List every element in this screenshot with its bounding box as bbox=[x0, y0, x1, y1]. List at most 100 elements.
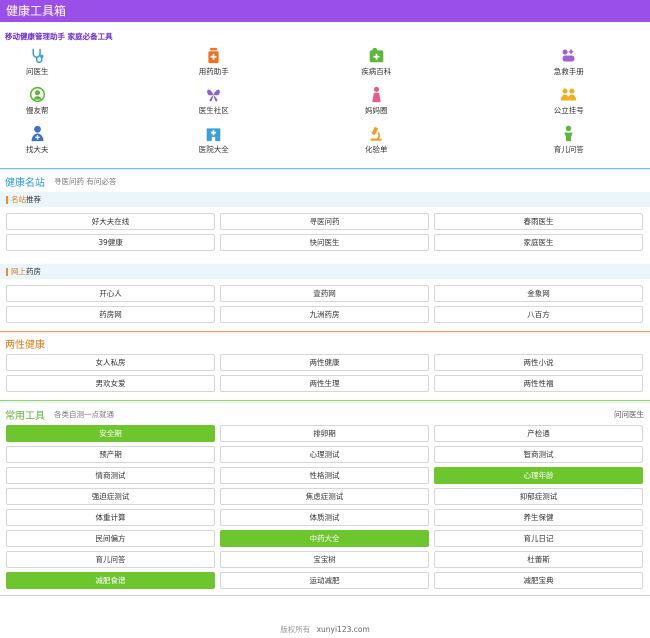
divider bbox=[0, 595, 650, 596]
hospital-icon bbox=[204, 123, 224, 143]
tool-button[interactable]: 养生保健 bbox=[434, 509, 643, 526]
copyright-text: 版权所有 bbox=[280, 625, 311, 634]
tool-button[interactable]: 产检通 bbox=[434, 425, 643, 442]
site-link-button[interactable]: 快问医生 bbox=[220, 234, 429, 251]
famous-sites-subtitle: 寻医问药 有问必答 bbox=[54, 176, 117, 186]
site-link-button[interactable]: 39健康 bbox=[6, 234, 215, 251]
stethoscope-icon bbox=[27, 45, 47, 65]
footer: 版权所有 xunyi123.com bbox=[0, 624, 650, 635]
common-tools-header: 常用工具 各类自测一点就通 问问医生 bbox=[0, 403, 650, 425]
child-icon bbox=[559, 123, 579, 143]
tool-button[interactable]: 中药大全 bbox=[220, 530, 429, 547]
tool-icon-item[interactable]: 疾病百科 bbox=[265, 45, 488, 84]
tool-button[interactable]: 排卵期 bbox=[220, 425, 429, 442]
tool-button[interactable]: 宝宝树 bbox=[220, 551, 429, 568]
book-medical-icon bbox=[366, 45, 386, 65]
tool-button[interactable]: 杜蕾斯 bbox=[434, 551, 643, 568]
gender-health-grid: 女人私房 两性健康 两性小说男欢女爱 两性生理 两性性福 bbox=[0, 354, 650, 392]
tool-button[interactable]: 心理年龄 bbox=[434, 467, 643, 484]
tool-icon-item[interactable]: 找大夫 bbox=[0, 123, 163, 162]
subheader-suffix: 药房 bbox=[26, 267, 41, 276]
microscope-icon bbox=[366, 123, 386, 143]
tool-button[interactable]: 性格测试 bbox=[220, 467, 429, 484]
famous-sites-header: 健康名站 寻医问药 有问必答 bbox=[0, 170, 650, 192]
tool-icon-item[interactable]: 医生社区 bbox=[103, 84, 326, 123]
site-link-button[interactable]: 好大夫在线 bbox=[6, 213, 215, 230]
footer-site-link[interactable]: xunyi123.com bbox=[316, 625, 370, 634]
tool-icon-label: 医生社区 bbox=[198, 106, 229, 115]
online-pharmacy-grid: 开心人 壹药网 金象网药房网 九洲药房 八百方 bbox=[0, 285, 650, 323]
ask-doctor-link[interactable]: 问问医生 bbox=[614, 409, 644, 419]
gender-health-button[interactable]: 两性健康 bbox=[220, 354, 429, 371]
tool-button[interactable]: 育儿问答 bbox=[6, 551, 215, 568]
tool-icon-item[interactable]: 用药助手 bbox=[103, 45, 326, 84]
pharmacy-link-button[interactable]: 壹药网 bbox=[220, 285, 429, 302]
tool-icon-item[interactable]: 公立挂号 bbox=[488, 84, 650, 123]
tool-icon-item[interactable]: 慢友帮 bbox=[0, 84, 163, 123]
tool-button[interactable]: 强迫症测试 bbox=[6, 488, 215, 505]
pharmacy-link-button[interactable]: 金象网 bbox=[434, 285, 643, 302]
gender-health-button[interactable]: 男欢女爱 bbox=[6, 375, 215, 392]
gender-health-title: 两性健康 bbox=[5, 339, 45, 351]
tool-button[interactable]: 安全期 bbox=[6, 425, 215, 442]
tool-icon-item[interactable]: 育儿问答 bbox=[488, 123, 650, 162]
site-link-button[interactable]: 春雨医生 bbox=[434, 213, 643, 230]
famous-sites-title: 健康名站 bbox=[5, 177, 45, 189]
gender-health-header: 两性健康 bbox=[0, 334, 650, 352]
medicine-bottle-icon bbox=[204, 45, 224, 65]
site-link-button[interactable]: 寻医问药 bbox=[220, 213, 429, 230]
tool-icon-item[interactable]: 妈妈圈 bbox=[265, 84, 488, 123]
subheader-marker bbox=[6, 195, 8, 204]
site-link-button[interactable]: 家庭医生 bbox=[434, 234, 643, 251]
tool-icon-item[interactable]: 医院大全 bbox=[103, 123, 326, 162]
tool-icon-label: 疾病百科 bbox=[361, 67, 392, 76]
divider bbox=[0, 400, 650, 403]
recommended-sites-grid: 好大夫在线 寻医问药 春雨医生 39健康 快问医生 家庭医生 bbox=[0, 213, 650, 251]
tool-icon-label: 育儿问答 bbox=[553, 145, 584, 154]
pharmacy-link-button[interactable]: 药房网 bbox=[6, 306, 215, 323]
tool-button[interactable]: 减肥食谱 bbox=[6, 572, 215, 589]
tool-button[interactable]: 体重计算 bbox=[6, 509, 215, 526]
tool-button[interactable]: 焦虑症测试 bbox=[220, 488, 429, 505]
first-aid-icon bbox=[559, 45, 579, 65]
tool-icon-label: 化验单 bbox=[365, 145, 388, 154]
tool-icon-grid: 问医生 用药助手 疾病百科 急救手册慢友帮 医生社区 妈妈圈 公立挂号找大夫 医院大全 化验单 育… bbox=[0, 45, 650, 162]
tool-button[interactable]: 心理测试 bbox=[220, 446, 429, 463]
tool-button[interactable]: 抑郁症测试 bbox=[434, 488, 643, 505]
gender-health-button[interactable]: 两性小说 bbox=[434, 354, 643, 371]
tool-icon-item[interactable]: 急救手册 bbox=[488, 45, 650, 84]
online-pharmacy-subheader: 网上 药房 bbox=[0, 264, 650, 279]
subheader-prefix: 网上 bbox=[11, 267, 26, 276]
recommended-sites-subheader: 名站 推荐 bbox=[0, 192, 650, 207]
tool-button[interactable]: 预产期 bbox=[6, 446, 215, 463]
tool-icon-label: 找大夫 bbox=[26, 145, 49, 154]
subheader-marker bbox=[6, 267, 8, 276]
tool-icon-item[interactable]: 问医生 bbox=[0, 45, 163, 84]
pharmacy-link-button[interactable]: 开心人 bbox=[6, 285, 215, 302]
tool-button[interactable]: 体质测试 bbox=[220, 509, 429, 526]
tool-icon-label: 用药助手 bbox=[198, 67, 229, 76]
pharmacy-link-button[interactable]: 九洲药房 bbox=[220, 306, 429, 323]
tool-button[interactable]: 减肥宝典 bbox=[434, 572, 643, 589]
tool-icon-label: 医院大全 bbox=[198, 145, 229, 154]
tool-button[interactable]: 民间偏方 bbox=[6, 530, 215, 547]
person-circle-icon bbox=[27, 84, 47, 104]
divider bbox=[0, 168, 650, 170]
tool-button[interactable]: 运动减肥 bbox=[220, 572, 429, 589]
pharmacy-link-button[interactable]: 八百方 bbox=[434, 306, 643, 323]
people-icon bbox=[559, 84, 579, 104]
subheader-suffix: 推荐 bbox=[26, 195, 41, 204]
doctor-icon bbox=[27, 123, 47, 143]
divider bbox=[0, 331, 650, 334]
gender-health-button[interactable]: 两性性福 bbox=[434, 375, 643, 392]
gender-health-button[interactable]: 两性生理 bbox=[220, 375, 429, 392]
tool-icon-label: 慢友帮 bbox=[26, 106, 49, 115]
tool-button[interactable]: 智商测试 bbox=[434, 446, 643, 463]
app-title: 健康工具箱 bbox=[6, 4, 67, 18]
tool-button[interactable]: 情商测试 bbox=[6, 467, 215, 484]
common-tools-grid: 安全期 排卵期 产检通预产期 心理测试 智商测试情商测试 性格测试 心理年龄强迫症测试 焦虑症… bbox=[0, 425, 650, 589]
tool-button[interactable]: 育儿日记 bbox=[434, 530, 643, 547]
tool-icon-item[interactable]: 化验单 bbox=[265, 123, 488, 162]
common-tools-subtitle: 各类自测一点就通 bbox=[54, 409, 114, 419]
gender-health-button[interactable]: 女人私房 bbox=[6, 354, 215, 371]
